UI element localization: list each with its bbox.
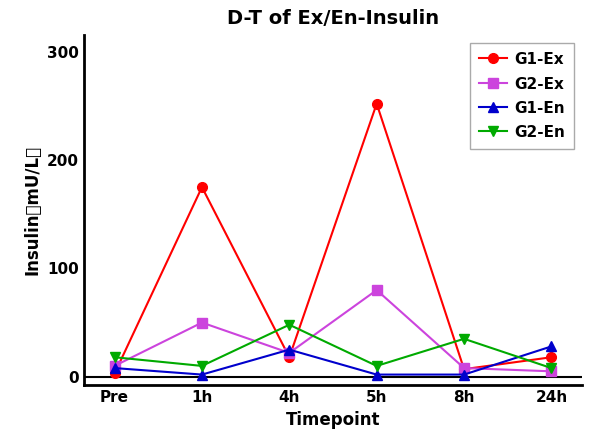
G2-Ex [111,363,118,369]
G2-En [460,336,467,342]
G1-Ex [548,354,555,360]
Y-axis label: Insulin（mU/L）: Insulin（mU/L） [23,145,41,276]
Legend: G1-Ex, G2-Ex, G1-En, G2-En: G1-Ex, G2-Ex, G1-En, G2-En [470,43,574,149]
Title: D-T of Ex/En-Insulin: D-T of Ex/En-Insulin [227,9,439,28]
G2-En [199,363,206,369]
G2-Ex [548,369,555,374]
G2-En [548,365,555,371]
G1-Ex [373,101,380,106]
X-axis label: Timepoint: Timepoint [286,411,380,429]
G1-En [199,372,206,377]
G1-En [111,365,118,371]
G2-Ex [460,365,467,371]
G2-Ex [373,288,380,293]
Line: G2-Ex: G2-Ex [110,285,556,376]
G1-En [286,347,293,352]
G1-Ex [199,184,206,190]
Line: G1-En: G1-En [110,342,556,380]
G1-En [373,372,380,377]
G1-Ex [460,366,467,372]
G2-En [111,354,118,360]
G1-En [548,344,555,349]
G2-Ex [199,320,206,325]
G1-Ex [111,371,118,376]
Line: G2-En: G2-En [110,320,556,373]
G2-En [286,322,293,327]
G1-Ex [286,354,293,360]
Line: G1-Ex: G1-Ex [110,99,556,378]
G1-En [460,372,467,377]
G2-Ex [286,350,293,356]
G2-En [373,363,380,369]
